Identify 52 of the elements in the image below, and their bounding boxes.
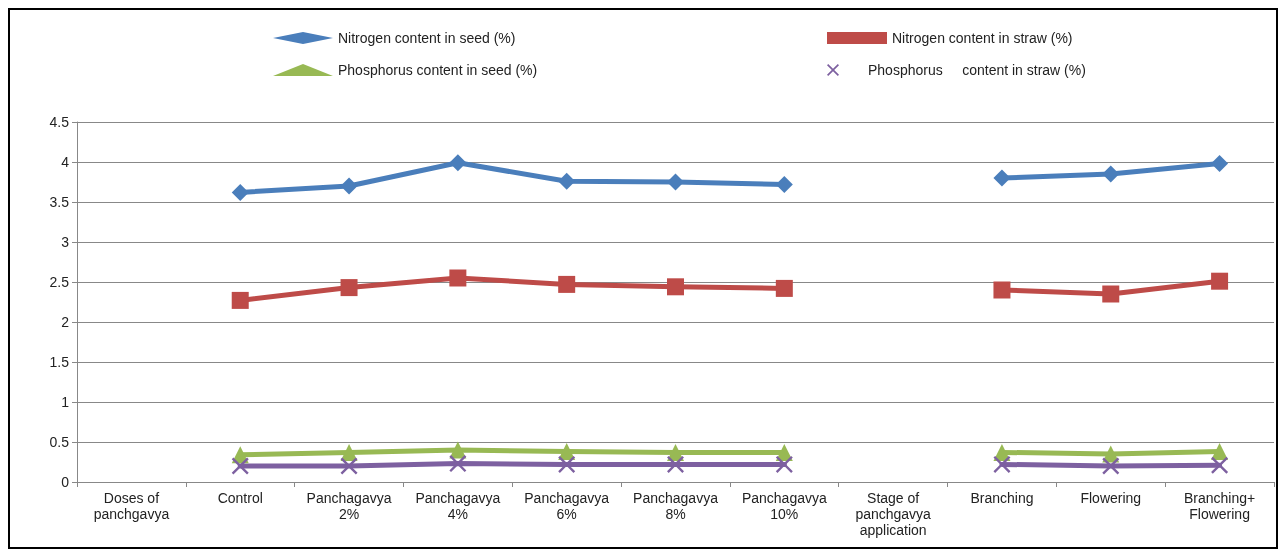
y-tick-label: 2.5: [49, 274, 70, 290]
point: [1211, 272, 1229, 290]
x-tick-label: Doses of panchgavya: [93, 490, 170, 522]
y-tick-label: 0.5: [49, 434, 70, 450]
legend-label: Nitrogen content in straw (%): [892, 30, 1073, 46]
legend-label: Phosphorus content in straw (%): [868, 62, 1086, 78]
point: [340, 457, 358, 475]
point: [340, 279, 358, 297]
y-tick-label: 0: [61, 474, 70, 490]
point: [667, 455, 684, 473]
point: [449, 455, 467, 473]
point: [558, 455, 576, 473]
point: [1102, 165, 1120, 183]
point: [340, 443, 358, 461]
y-tick-label: 2: [61, 314, 70, 330]
x-tick-label: Branching: [970, 490, 1034, 506]
x-tick-label: Panchagavya 8%: [633, 490, 719, 522]
point: [993, 169, 1011, 187]
point: [993, 281, 1011, 299]
x-tick-label: Panchagavya 2%: [306, 490, 392, 522]
point: [558, 275, 576, 293]
point: [1211, 456, 1229, 474]
point: [993, 455, 1011, 473]
legend-label: Phosphorus content in seed (%): [338, 62, 538, 78]
point: [231, 457, 249, 475]
y-tick-label: 4.5: [49, 114, 70, 130]
x-tick-label: Stage of panchgavya application: [855, 490, 932, 538]
x-tick-label: Panchagavya 10%: [741, 490, 827, 522]
x-tick-label: Panchagavya 4%: [415, 490, 501, 522]
x-tick-label: Control: [217, 490, 263, 506]
point: [775, 175, 793, 193]
point: [775, 279, 793, 297]
y-tick-label: 1.5: [49, 354, 70, 370]
y-tick-label: 3.5: [49, 194, 70, 210]
point: [667, 173, 684, 191]
point: [231, 291, 249, 309]
y-tick-label: 1: [61, 394, 70, 410]
point: [449, 154, 467, 172]
x-tick-label: Panchagavya 6%: [524, 490, 610, 522]
x-tick-label: Branching+ Flowering: [1183, 490, 1256, 522]
point: [775, 455, 793, 473]
x-tick-label: Flowering: [1080, 490, 1142, 506]
point: [1211, 155, 1229, 173]
y-tick-label: 4: [61, 154, 70, 170]
legend-label: Nitrogen content in seed (%): [338, 30, 516, 46]
point: [340, 177, 358, 195]
point: [449, 269, 467, 287]
point: [667, 278, 684, 296]
point: [231, 183, 249, 201]
point: [1102, 285, 1120, 303]
point: [1102, 457, 1120, 475]
y-tick-label: 3: [61, 234, 70, 250]
